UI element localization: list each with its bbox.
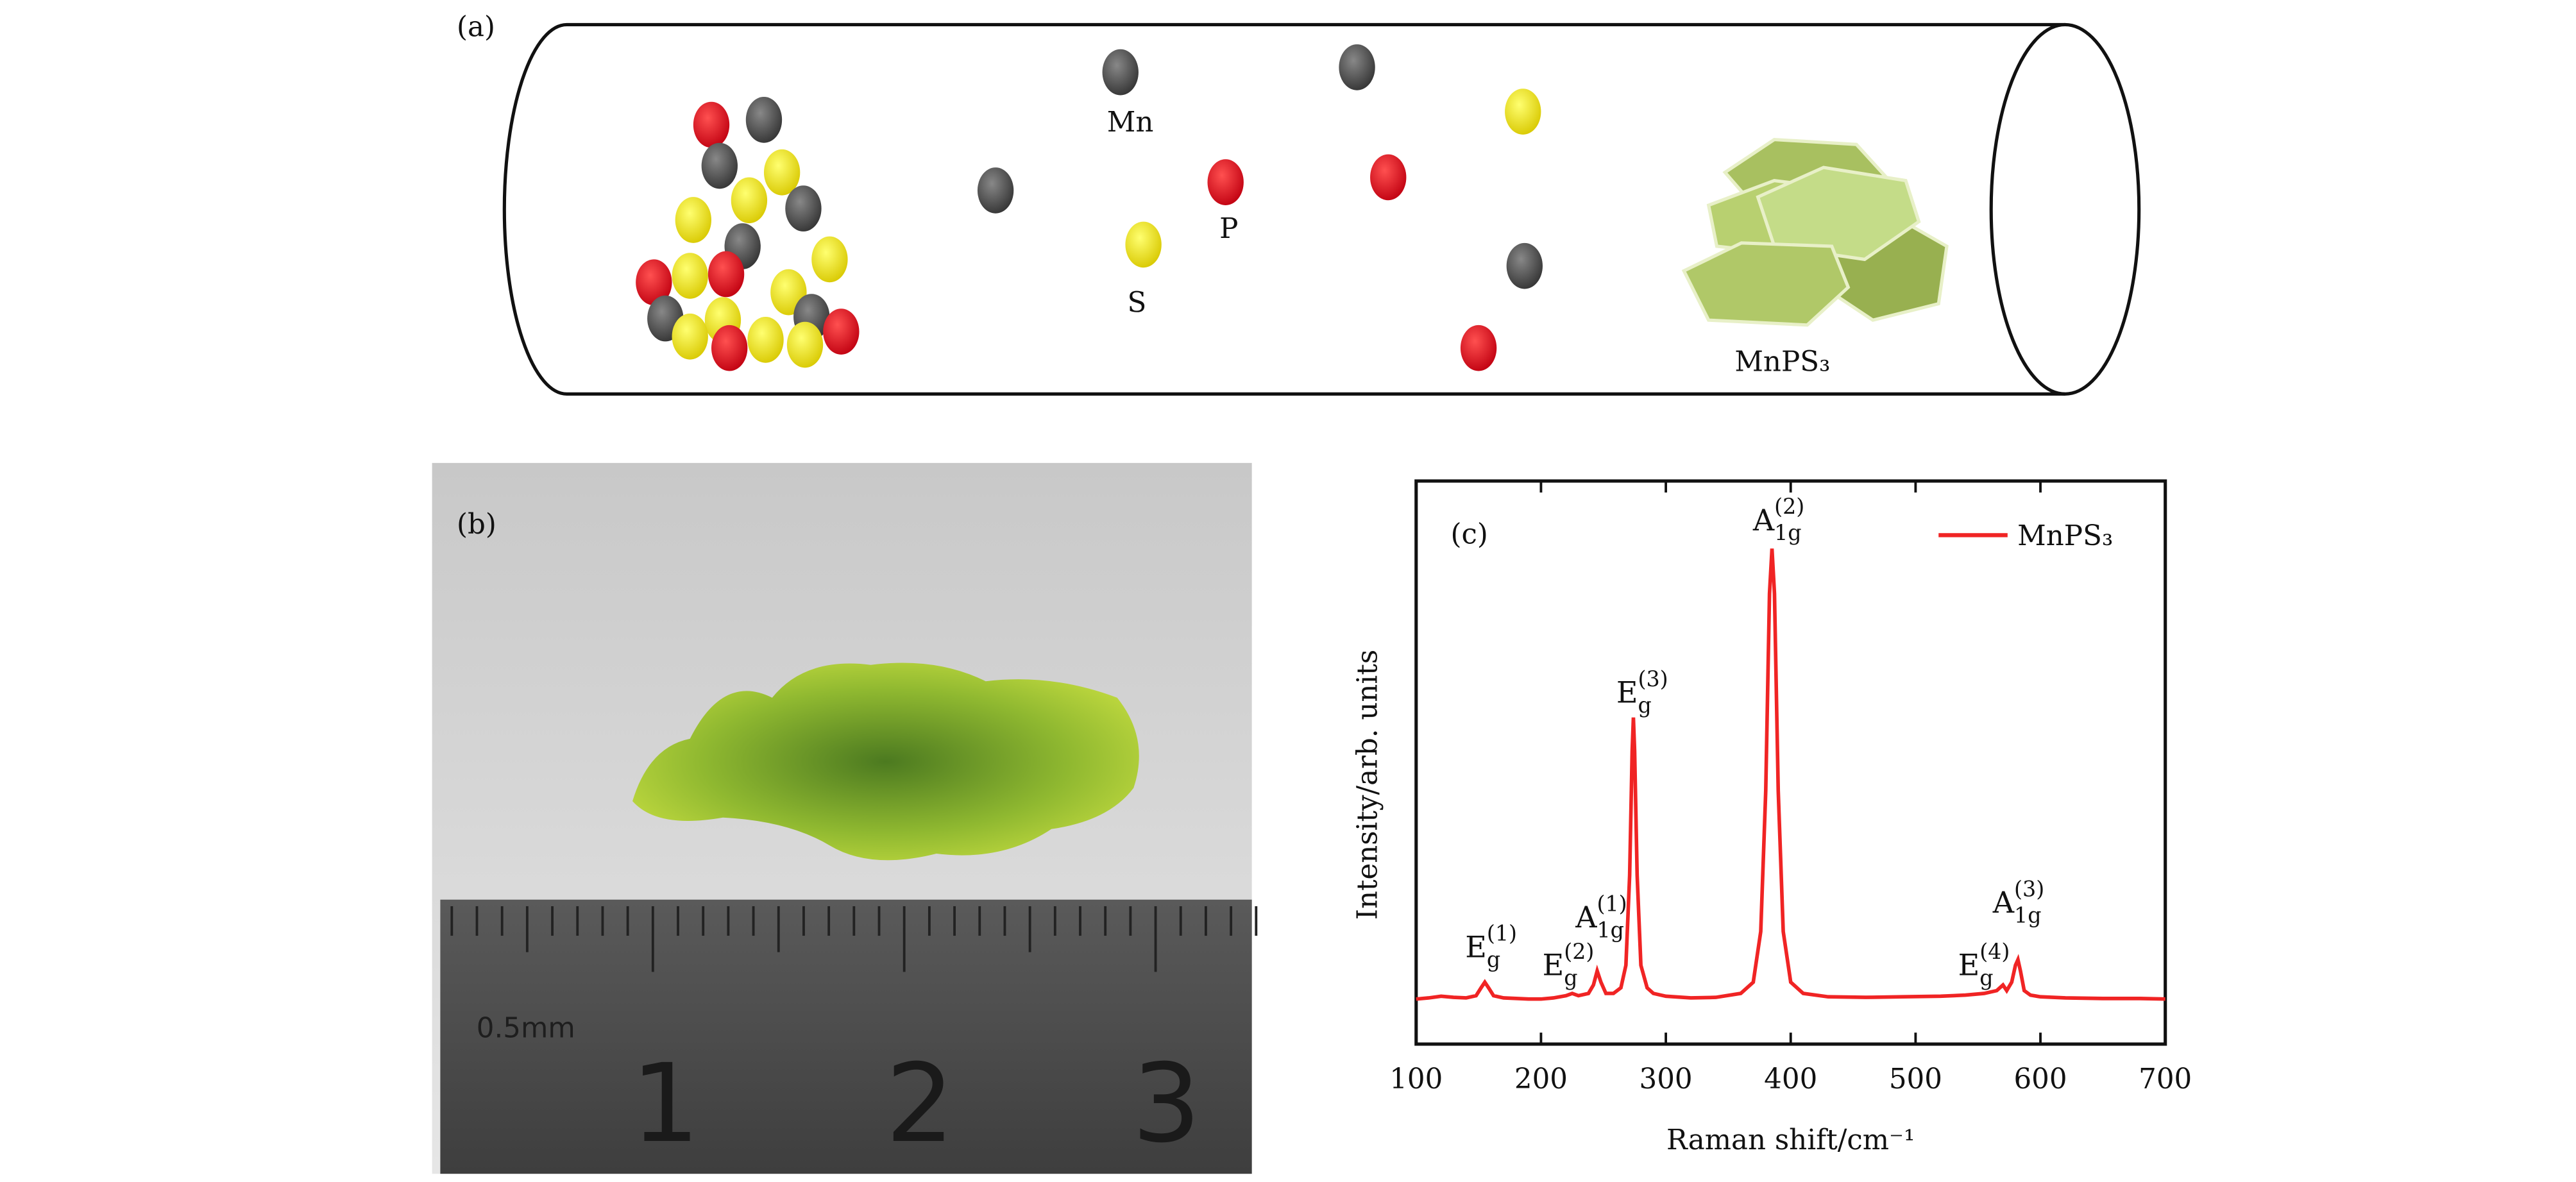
peak-label: 1g	[1774, 520, 1801, 545]
atom	[636, 259, 672, 306]
peak-label: (1)	[1487, 921, 1517, 946]
atom	[763, 149, 801, 196]
peak-label: A	[1992, 885, 2015, 920]
atom	[785, 185, 822, 232]
crystal	[632, 663, 1139, 861]
panel-label: (b)	[457, 509, 496, 541]
atom	[693, 101, 730, 148]
peak-label: (3)	[1638, 666, 1668, 691]
atom	[1207, 159, 1244, 205]
peak-label: (1)	[1597, 891, 1627, 916]
peak-label: (3)	[2014, 877, 2044, 902]
x-axis-label: Raman shift/cm⁻¹	[1666, 1124, 1915, 1156]
atom	[1506, 242, 1543, 289]
x-tick-label: 600	[2013, 1063, 2067, 1095]
atom	[708, 251, 745, 298]
peak-label: A	[1752, 503, 1775, 537]
atom	[745, 97, 783, 143]
peak-label: g	[1564, 965, 1577, 990]
atom-label: Mn	[1107, 106, 1154, 139]
x-tick-label: 300	[1640, 1063, 1693, 1095]
atom	[747, 317, 784, 363]
atom	[1339, 44, 1375, 90]
peak-label: E	[1958, 947, 1980, 982]
tube	[502, 22, 2141, 396]
ruler-ticks	[450, 906, 1258, 972]
plot-frame	[1414, 479, 2167, 1046]
spectrum-line	[1416, 548, 2165, 1001]
crystal-plates	[1681, 137, 1949, 327]
atom-label: S	[1127, 287, 1146, 319]
atom	[1102, 49, 1139, 96]
atom	[672, 253, 708, 299]
atom	[711, 325, 748, 371]
product-label: MnPS₃	[1734, 346, 1830, 378]
ruler-number: 3	[1132, 1040, 1201, 1167]
atom	[1370, 154, 1407, 201]
panel-label: (c)	[1451, 518, 1488, 550]
ruler	[440, 899, 1252, 1174]
peak-label: (2)	[1564, 939, 1594, 964]
atoms	[636, 44, 1543, 371]
peak-label: (4)	[1979, 939, 2010, 964]
atom	[672, 313, 708, 360]
legend-label: MnPS₃	[2017, 520, 2113, 552]
peak-label: 1g	[1597, 918, 1624, 943]
atom	[675, 197, 712, 243]
peak-label: A	[1575, 900, 1597, 934]
atom	[977, 167, 1014, 214]
atom	[1505, 89, 1541, 135]
peak-label: E	[1465, 929, 1487, 964]
peak-label: g	[1638, 693, 1652, 718]
atom	[786, 321, 824, 368]
peak-label: (2)	[1774, 494, 1804, 519]
x-tick-label: 200	[1514, 1063, 1568, 1095]
peak-label: g	[1487, 947, 1500, 972]
atom	[1460, 325, 1497, 371]
panel-label: (a)	[457, 11, 495, 43]
peak-label: E	[1616, 675, 1638, 710]
atom-label: P	[1219, 213, 1238, 245]
ruler-unit: 0.5mm	[477, 1013, 575, 1045]
atom	[1125, 221, 1162, 268]
peak-label: E	[1543, 947, 1564, 982]
x-tick-label: 100	[1389, 1063, 1443, 1095]
x-tick-label: 700	[2139, 1063, 2192, 1095]
atom	[811, 236, 848, 283]
atom	[731, 177, 768, 224]
ruler-number: 2	[886, 1040, 955, 1167]
atom	[701, 142, 738, 189]
ruler-number: 1	[631, 1040, 700, 1167]
x-tick-label: 400	[1764, 1063, 1817, 1095]
peak-label: 1g	[2014, 903, 2041, 928]
peak-label: g	[1979, 965, 1993, 990]
y-axis-label: Intensity/arb. units	[1352, 650, 1384, 920]
x-tick-label: 500	[1889, 1063, 1942, 1095]
atom	[823, 308, 860, 355]
